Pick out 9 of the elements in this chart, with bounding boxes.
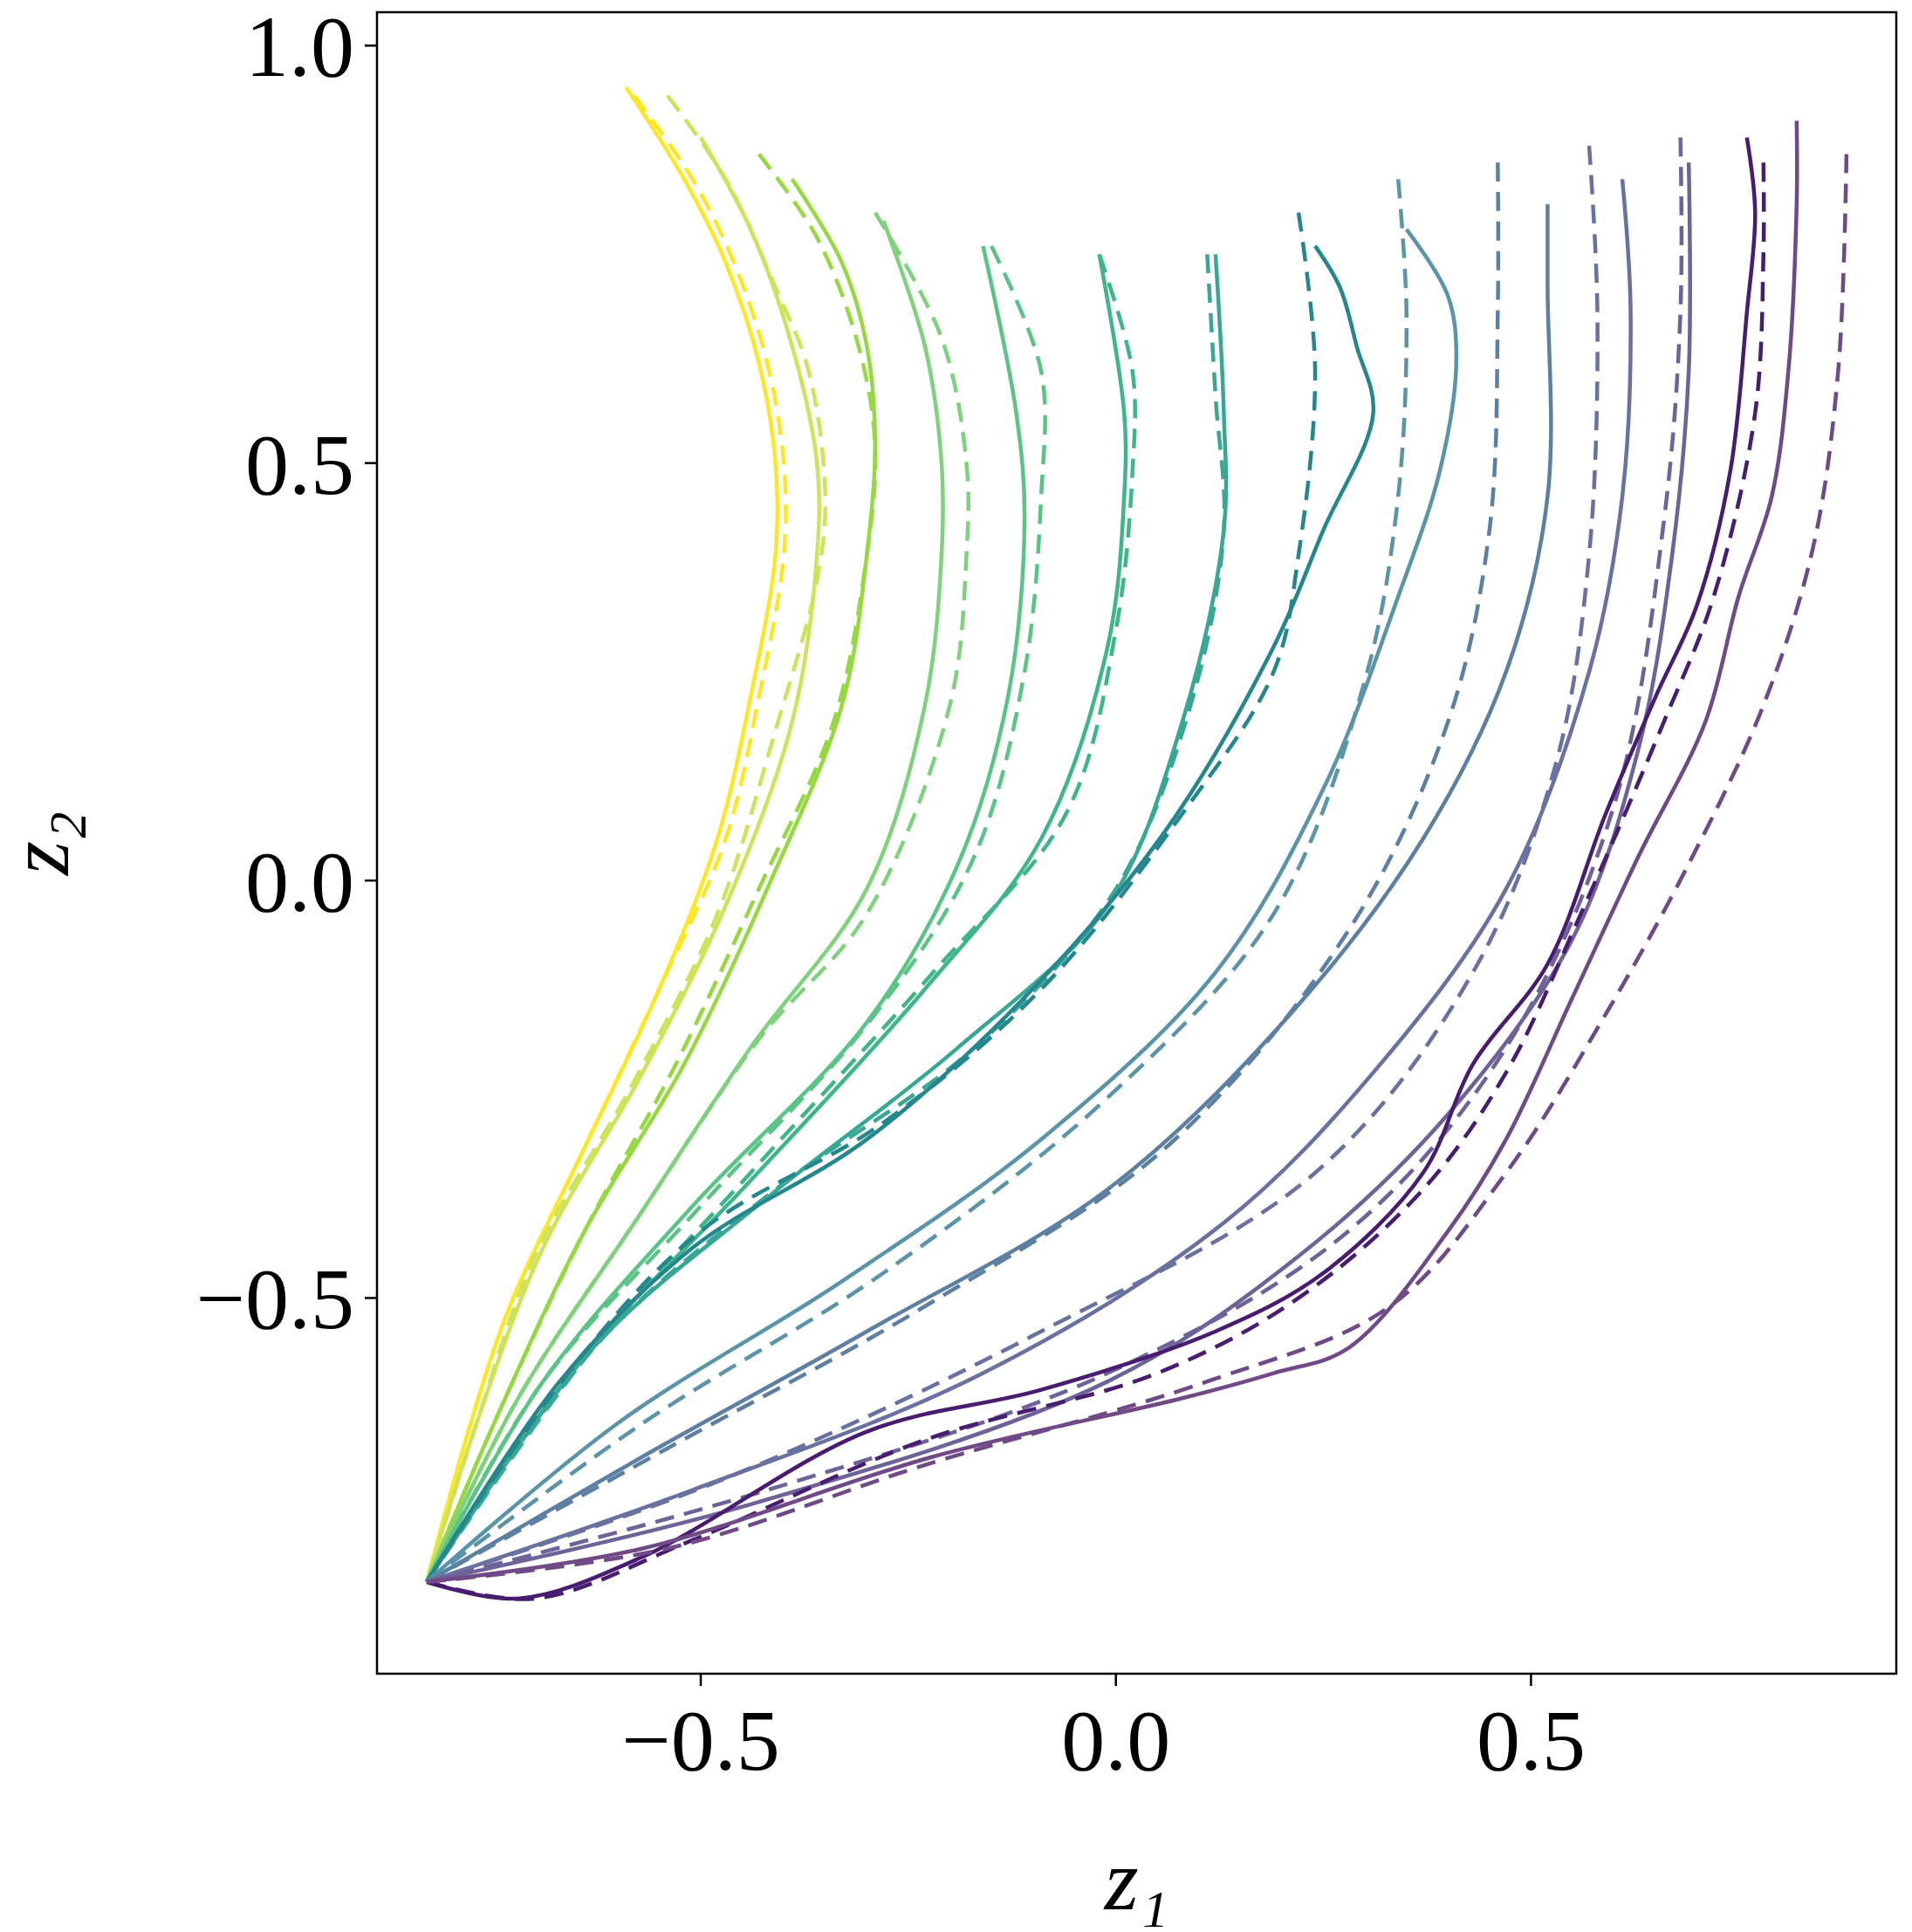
x-tick-label: 0.5 [1476,1692,1586,1789]
y-tick-label: −0.5 [195,1250,354,1348]
x-tick-label: −0.5 [621,1692,780,1789]
y-axis-title: z₂ [0,811,87,877]
x-tick-label: 0.0 [1061,1692,1171,1789]
y-tick-label: 0.0 [245,833,354,931]
y-tick-label: 0.5 [245,415,354,513]
y-tick-label: 1.0 [245,0,354,96]
x-axis-title: z₁ [1102,1832,1169,1929]
